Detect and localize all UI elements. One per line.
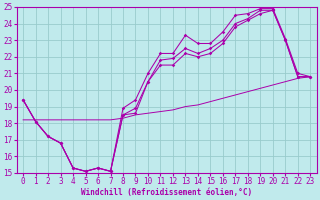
X-axis label: Windchill (Refroidissement éolien,°C): Windchill (Refroidissement éolien,°C) xyxy=(81,188,252,197)
